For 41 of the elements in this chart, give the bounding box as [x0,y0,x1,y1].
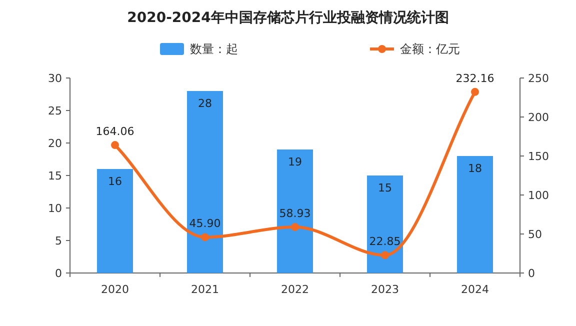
y-tick-label: 10 [48,202,62,215]
x-tick-label: 2024 [461,283,489,296]
data-label: 19 [288,156,302,168]
bar [97,169,133,273]
y-tick-label: 15 [48,170,62,182]
data-label: 16 [108,175,122,188]
data-label: 45.90 [189,217,221,230]
x-tick-label: 2020 [101,283,129,296]
data-label: 18 [468,162,482,175]
data-label: 232.16 [456,72,494,85]
data-label: 15 [378,182,392,194]
point [201,233,209,242]
bar [457,156,493,273]
y-tick-label: 30 [48,72,62,85]
y-tick-label: 0 [55,267,62,280]
y-tick-label: 25 [48,104,62,118]
chart-title: 2020-2024年中国存储芯片行业投融资情况统计图 [127,9,449,26]
point [381,251,389,260]
point [111,141,119,150]
bar [187,91,223,273]
y2-tick-label: 250 [528,72,549,85]
data-label: 28 [198,97,212,110]
data-label: 164.06 [96,125,134,138]
x-tick-label: 2023 [371,283,399,296]
y2-tick-label: 150 [528,150,549,163]
data-label: 22.85 [369,235,401,248]
y2-tick-label: 100 [528,189,549,202]
y2-tick-label: 50 [528,228,542,241]
x-tick-label: 2022 [281,283,309,296]
y2-tick-label: 200 [528,111,549,124]
bar [367,176,403,273]
legend-label: 金额：亿元 [400,42,460,56]
point [471,88,479,96]
point [291,223,299,232]
y-tick-label: 5 [55,234,62,248]
data-label: 58.93 [279,207,311,220]
y-tick-label: 20 [48,137,62,150]
bar [277,150,313,273]
legend-label: 数量：起 [190,42,238,56]
y2-tick-label: 0 [528,267,535,280]
x-tick-label: 2021 [191,283,219,296]
